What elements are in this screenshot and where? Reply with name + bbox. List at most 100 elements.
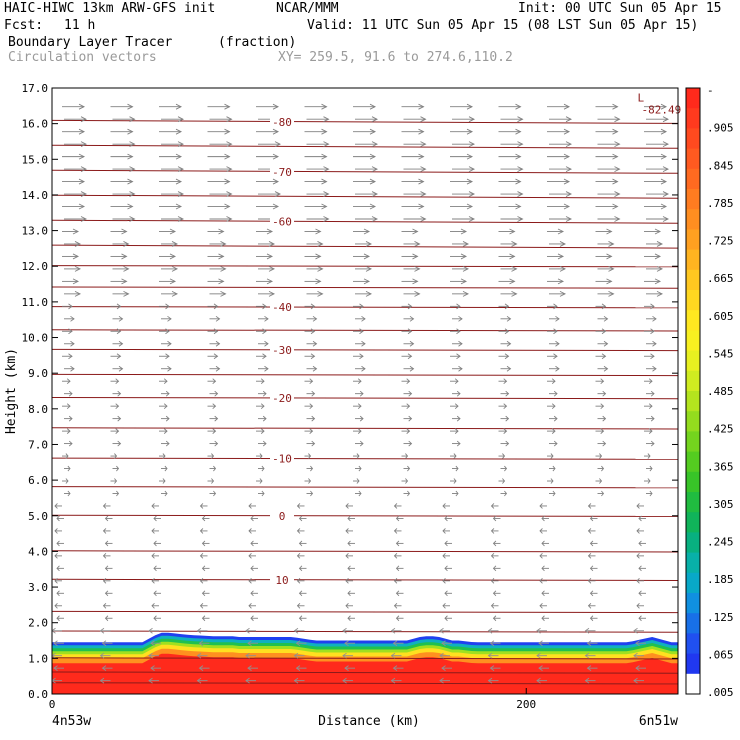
vector-head (127, 178, 134, 185)
vector-head (310, 353, 316, 360)
vector-head (162, 478, 166, 484)
vector-head (638, 590, 642, 597)
vector-head (466, 128, 474, 135)
vector-head (550, 453, 554, 459)
y-tick-label: 6.0 (28, 474, 48, 487)
colorbar-label: .785 (707, 197, 734, 210)
vector-head (504, 465, 508, 472)
vector-head (589, 565, 594, 572)
vector-head (361, 315, 366, 322)
vector-head (635, 665, 640, 672)
contour-line (52, 578, 678, 581)
vector-head (315, 278, 322, 285)
vector-head (586, 640, 592, 647)
vector-head (259, 453, 263, 459)
vector-head (454, 403, 459, 409)
vector-head (649, 465, 653, 472)
vector-head (65, 453, 69, 459)
vector-head (660, 103, 668, 110)
vector-head (321, 178, 328, 185)
colorbar-swatch (686, 552, 700, 574)
vector-head (312, 315, 318, 322)
vector-head (395, 615, 400, 622)
vector-head (53, 640, 58, 647)
vector-head (264, 340, 269, 347)
vector-head (420, 166, 427, 172)
vector-head (298, 590, 303, 597)
vector-head (442, 553, 446, 559)
vector-head (614, 191, 621, 197)
vector-head (563, 203, 571, 210)
vector-head (363, 228, 371, 235)
vector-head (654, 278, 662, 285)
vector-head (201, 515, 206, 522)
colorbar-swatch (686, 572, 700, 594)
colorbar-swatch (686, 128, 700, 150)
vector-head (406, 428, 411, 434)
tracer-fill (52, 632, 678, 694)
colorbar-label: .905 (707, 122, 734, 135)
vector-head (358, 465, 362, 472)
vector-head (72, 253, 80, 260)
y-tick-label: 0.0 (28, 688, 48, 701)
vector-head (565, 216, 573, 222)
vector-head (599, 453, 603, 459)
vector-head (165, 415, 170, 422)
vector-head (68, 440, 73, 447)
vector-head (167, 365, 172, 372)
vector-head (199, 578, 204, 584)
vector-head (492, 615, 497, 622)
vector-head (603, 365, 609, 372)
vector-head (148, 677, 153, 684)
vector-head (199, 553, 204, 559)
vector-head (559, 241, 567, 247)
vector-head (345, 578, 349, 584)
vector-head (129, 216, 136, 222)
vector-head (456, 390, 461, 397)
vector-head (587, 578, 592, 584)
y-tick-label: 17.0 (22, 82, 49, 95)
vector-head (153, 590, 157, 597)
vector-head (296, 553, 301, 559)
x-end-label: 6n51w (639, 714, 678, 729)
vector-head (342, 627, 347, 634)
vector-head (654, 253, 662, 260)
vector-head (127, 203, 134, 210)
vector-head (171, 266, 179, 272)
vector-head (311, 390, 316, 397)
vector-head (504, 490, 508, 497)
vector-head (395, 515, 400, 522)
vector-head (635, 640, 640, 647)
vector-head (114, 453, 118, 459)
vector-head (456, 440, 461, 447)
vector-head (539, 503, 543, 509)
vector-head (390, 677, 396, 684)
vector-head (453, 478, 457, 484)
vector-head (264, 365, 269, 372)
colorbar: - .905 .845 .785 .725 .665 .605 .545 .485 .425 .36… (685, 84, 734, 699)
vector-head (347, 565, 351, 572)
contour-line (52, 550, 678, 553)
vector-head (536, 677, 541, 684)
vector-head (586, 665, 592, 672)
vector-head (226, 116, 233, 123)
vector-head (68, 303, 73, 310)
y-tick-label: 2.0 (28, 617, 48, 630)
vector-head (662, 191, 670, 197)
vector-head (309, 428, 314, 434)
contour-line (52, 657, 678, 660)
y-tick-label: 13.0 (22, 225, 49, 238)
vector-head (455, 465, 459, 472)
vector-head (177, 166, 185, 172)
vector-head (458, 315, 463, 322)
vector-head (310, 303, 316, 310)
y-tick-label: 5.0 (28, 510, 48, 523)
vector-head (310, 328, 316, 335)
vector-head (323, 216, 330, 222)
vector-head (490, 553, 495, 559)
vector-head (171, 290, 179, 297)
contour-label-bg (270, 215, 295, 227)
vector-head (114, 478, 118, 484)
vector-head (409, 315, 415, 322)
